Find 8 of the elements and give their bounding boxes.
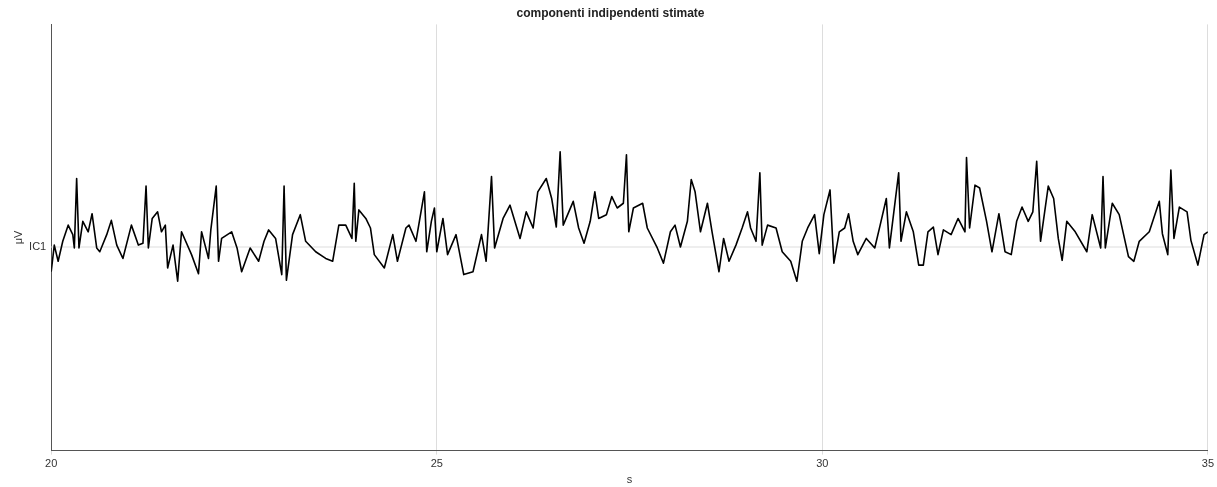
x-tick-label: 35 xyxy=(1201,457,1215,470)
x-tick-label: 20 xyxy=(45,457,58,470)
x-tick-label: 30 xyxy=(816,457,829,470)
chart-title: componenti indipendenti stimate xyxy=(516,5,705,20)
ref-line-label: IC1 xyxy=(29,240,47,253)
x-axis-title: s xyxy=(626,473,633,486)
y-axis-title: μV xyxy=(11,230,24,245)
x-tick-label: 25 xyxy=(430,457,443,470)
